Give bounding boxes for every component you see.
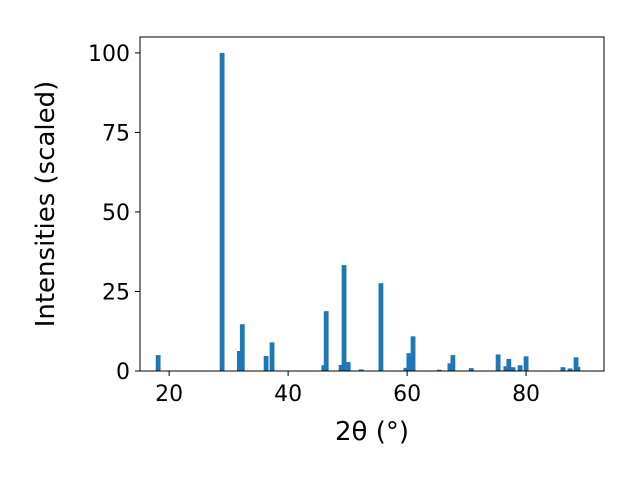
y-tick-label: 50 bbox=[102, 201, 130, 226]
bar bbox=[450, 355, 456, 371]
bar bbox=[345, 362, 351, 371]
bar bbox=[510, 367, 516, 371]
x-tick-label: 60 bbox=[393, 382, 421, 407]
bar bbox=[468, 368, 474, 371]
bar bbox=[358, 369, 364, 371]
plot-frame bbox=[139, 36, 605, 372]
y-tick-label: 75 bbox=[102, 121, 130, 146]
bar bbox=[403, 367, 409, 371]
bar bbox=[269, 342, 275, 371]
bar bbox=[263, 356, 269, 371]
bar bbox=[239, 324, 245, 371]
bar bbox=[503, 366, 509, 371]
bar bbox=[341, 265, 347, 371]
y-tick-label: 100 bbox=[88, 42, 130, 67]
bar bbox=[406, 353, 412, 371]
bar bbox=[575, 366, 581, 371]
bar bbox=[517, 365, 523, 371]
bar bbox=[436, 369, 442, 371]
x-axis-label: 2θ (°) bbox=[335, 417, 409, 447]
bar bbox=[506, 358, 512, 371]
bar bbox=[378, 283, 384, 371]
bar bbox=[447, 363, 453, 371]
bar bbox=[155, 355, 161, 371]
y-axis-label: Intensities (scaled) bbox=[31, 81, 61, 328]
bar bbox=[410, 336, 416, 371]
x-tick-label: 20 bbox=[155, 382, 183, 407]
y-tick-label: 0 bbox=[116, 360, 130, 385]
bar bbox=[236, 350, 242, 371]
bar bbox=[573, 357, 579, 371]
x-tick-label: 40 bbox=[274, 382, 302, 407]
bar bbox=[338, 364, 344, 371]
bar bbox=[567, 368, 573, 371]
bar bbox=[495, 354, 501, 371]
bar bbox=[523, 356, 529, 371]
y-tick-label: 25 bbox=[102, 280, 130, 305]
bar bbox=[560, 367, 566, 371]
x-tick-label: 80 bbox=[512, 382, 540, 407]
plot-marks bbox=[155, 52, 581, 372]
bar bbox=[323, 311, 329, 371]
bar bbox=[219, 52, 225, 372]
